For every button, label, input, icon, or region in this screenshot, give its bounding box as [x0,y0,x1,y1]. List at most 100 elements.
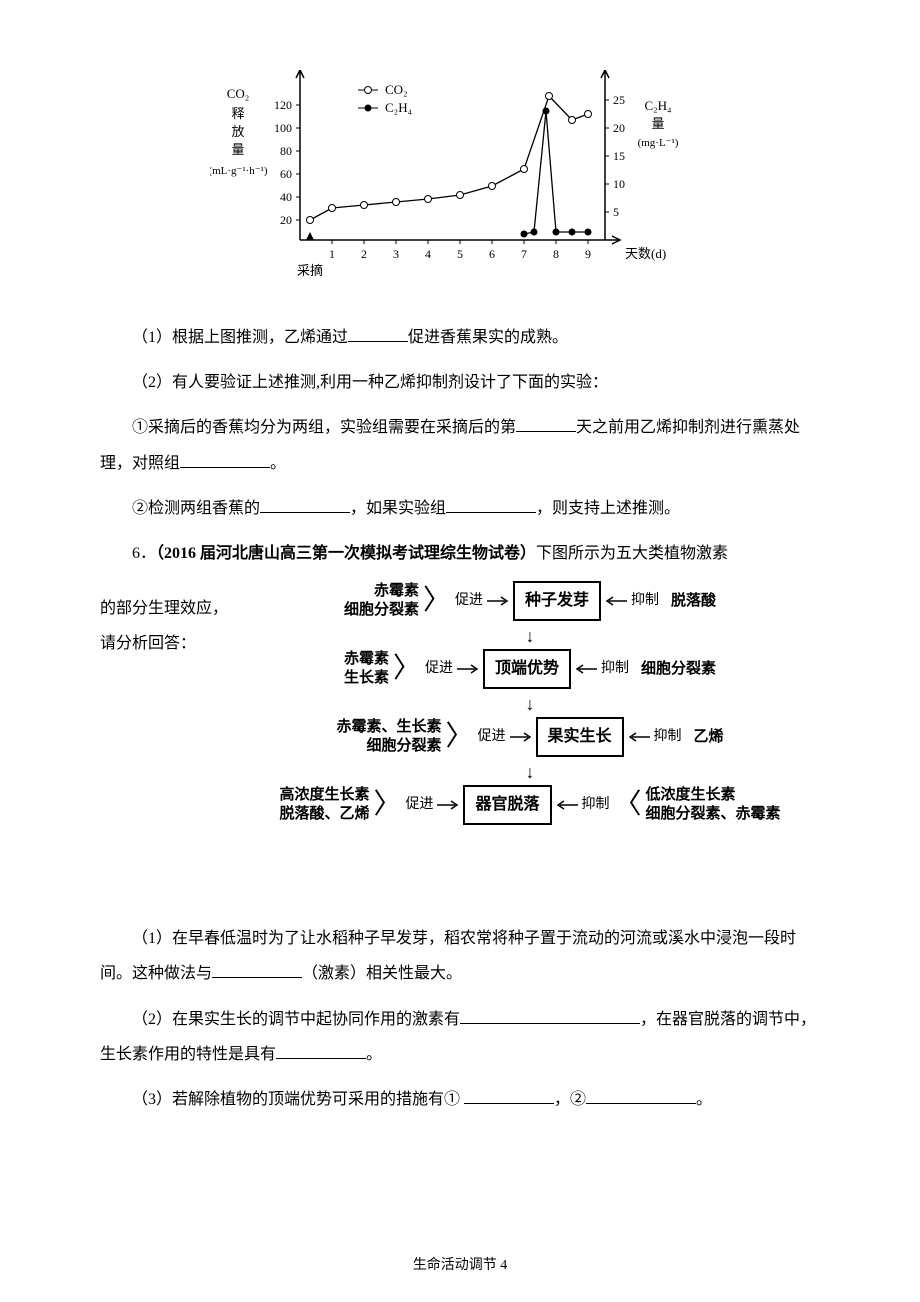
svg-text:释: 释 [231,106,244,121]
page-footer: 生命活动调节 4 [0,1252,920,1280]
diagram-row-2: 赤霉素 生长素 〉 促进 顶端优势 抑制 细胞分裂素 [240,649,820,689]
svg-text:1: 1 [329,247,335,261]
arrow-left-icon [556,799,578,811]
svg-text:量: 量 [651,116,664,131]
q6-tail: 下图所示为五大类植物激素 [536,545,728,562]
blank [586,1085,696,1104]
svg-text:(mL·g⁻¹·h⁻¹): (mL·g⁻¹·h⁻¹) [210,165,268,177]
arrow-right-icon [487,595,509,607]
q5-p4-a: ②检测两组香蕉的 [132,500,260,517]
q5-p3-a: ①采摘后的香蕉均分为两组，实验组需要在采摘后的第 [132,419,516,436]
label: 高浓度生长素 [279,786,369,806]
q6-p1-b: （激素）相关性最大。 [302,965,462,982]
hormone-diagram: 赤霉素 细胞分裂素 〉 促进 种子发芽 抑制 脱落酸 ↓ 赤霉素 生长素 〉 促… [240,581,820,841]
action: 促进 [478,723,506,751]
q6-p3-c: 。 [696,1091,712,1108]
svg-text:5: 5 [457,247,463,261]
box: 种子发芽 [513,581,601,621]
label: 低浓度生长素 [646,786,736,806]
q5-p1: （1）根据上图推测，乙烯通过 促进香蕉果实的成熟。 [100,320,820,355]
arrow-left-icon [605,595,627,607]
q6-p3: （3）若解除植物的顶端优势可采用的措施有① ，② 。 [100,1082,820,1117]
q5-p2: （2）有人要验证上述推测,利用一种乙烯抑制剂设计了下面的实验： [100,365,820,400]
svg-text:60: 60 [280,167,292,181]
svg-text:3: 3 [393,247,399,261]
svg-text:量: 量 [231,142,244,157]
q6-p3-a: （3）若解除植物的顶端优势可采用的措施有① [132,1091,464,1108]
label: 乙烯 [694,722,724,752]
svg-text:C₂H₄: C₂H₄ [385,100,413,115]
bracket-icon: 〉 [445,726,473,748]
svg-text:9: 9 [585,247,591,261]
label: 脱落酸、乙烯 [279,805,369,825]
blank [180,448,270,467]
q5-p1-prefix: （1）根据上图推测，乙烯通过 [132,329,348,346]
box: 果实生长 [536,717,624,757]
svg-text:采摘: 采摘 [297,263,323,278]
svg-text:5: 5 [613,205,619,219]
svg-text:CO₂: CO₂ [385,82,408,97]
arrow-right-icon [457,663,479,675]
q6-p3-b: ，② [554,1091,586,1108]
q6-p2: （2）在果实生长的调节中起协同作用的激素有，在器官脱落的调节中，生长素作用的特性… [100,1002,820,1072]
arrow-right-icon [510,731,532,743]
svg-text:天数(d): 天数(d) [625,246,666,261]
action: 促进 [405,791,433,819]
q5-p4-b: ，如果实验组 [350,500,446,517]
diagram-row-1: 赤霉素 细胞分裂素 〉 促进 种子发芽 抑制 脱落酸 [240,581,820,621]
q5-p4: ②检测两组香蕉的 ，如果实验组 ，则支持上述推测。 [100,491,820,526]
label: 脱落酸 [671,586,716,616]
svg-text:7: 7 [521,247,527,261]
bracket-icon: 〉 [423,590,451,612]
blank [276,1040,366,1059]
q5-p4-c: ，则支持上述推测。 [536,500,680,517]
q6-num: 6． [132,545,156,562]
svg-text:20: 20 [613,121,625,135]
svg-text:40: 40 [280,190,292,204]
bracket-icon: 〈 [614,794,642,816]
diagram-row-4: 高浓度生长素 脱落酸、乙烯 〉 促进 器官脱落 抑制 〈 低浓度生长素 细胞分裂… [240,785,820,825]
svg-text:(mg·L⁻¹): (mg·L⁻¹) [638,137,679,149]
q6-p2-a: （2）在果实生长的调节中起协同作用的激素有 [132,1011,460,1028]
down-arrow-icon: ↓ [240,695,820,713]
svg-text:2: 2 [361,247,367,261]
q6-source: （2016 届河北唐山高三第一次模拟考试理综生物试卷） [156,545,536,562]
blank [446,494,536,513]
q5-p3: ①采摘后的香蕉均分为两组，实验组需要在采摘后的第天之前用乙烯抑制剂进行熏蒸处理，… [100,410,820,480]
action: 抑制 [601,655,629,683]
q5-p1-suffix: 促进香蕉果实的成熟。 [408,329,568,346]
label: 细胞分裂素 [344,601,419,621]
box: 顶端优势 [483,649,571,689]
label: 赤霉素 [344,650,389,670]
label: 生长素 [344,669,389,689]
diagram-row-3: 赤霉素、生长素 细胞分裂素 〉 促进 果实生长 抑制 乙烯 [240,717,820,757]
label: 赤霉素、生长素 [336,718,441,738]
blank [516,413,576,432]
svg-text:8: 8 [553,247,559,261]
svg-text:CO₂: CO₂ [227,86,250,101]
svg-text:C₂H₄: C₂H₄ [644,98,672,113]
action: 抑制 [582,791,610,819]
blank [212,959,302,978]
q6-p1: （1）在早春低温时为了让水稻种子早发芽，稻农常将种子置于流动的河流或溪水中浸泡一… [100,921,820,991]
bracket-icon: 〉 [373,794,401,816]
svg-text:6: 6 [489,247,495,261]
action: 促进 [455,587,483,615]
action: 抑制 [654,723,682,751]
down-arrow-icon: ↓ [240,627,820,645]
svg-text:100: 100 [274,121,292,135]
arrow-right-icon [437,799,459,811]
svg-text:10: 10 [613,177,625,191]
svg-text:25: 25 [613,93,625,107]
q6-diagram-wrap: 的部分生理效应， 请分析回答： 赤霉素 细胞分裂素 〉 促进 种子发芽 抑制 脱… [100,581,820,841]
svg-text:放: 放 [231,124,244,139]
q6-side2: 请分析回答： [100,626,240,661]
label: 赤霉素 [374,582,419,602]
q5-p3-c: 。 [270,455,286,472]
blank [460,1004,640,1023]
label: 细胞分裂素、赤霉素 [646,805,781,825]
box: 器官脱落 [463,785,551,825]
label: 细胞分裂素 [641,654,716,684]
blank [348,323,408,342]
svg-text:15: 15 [613,149,625,163]
